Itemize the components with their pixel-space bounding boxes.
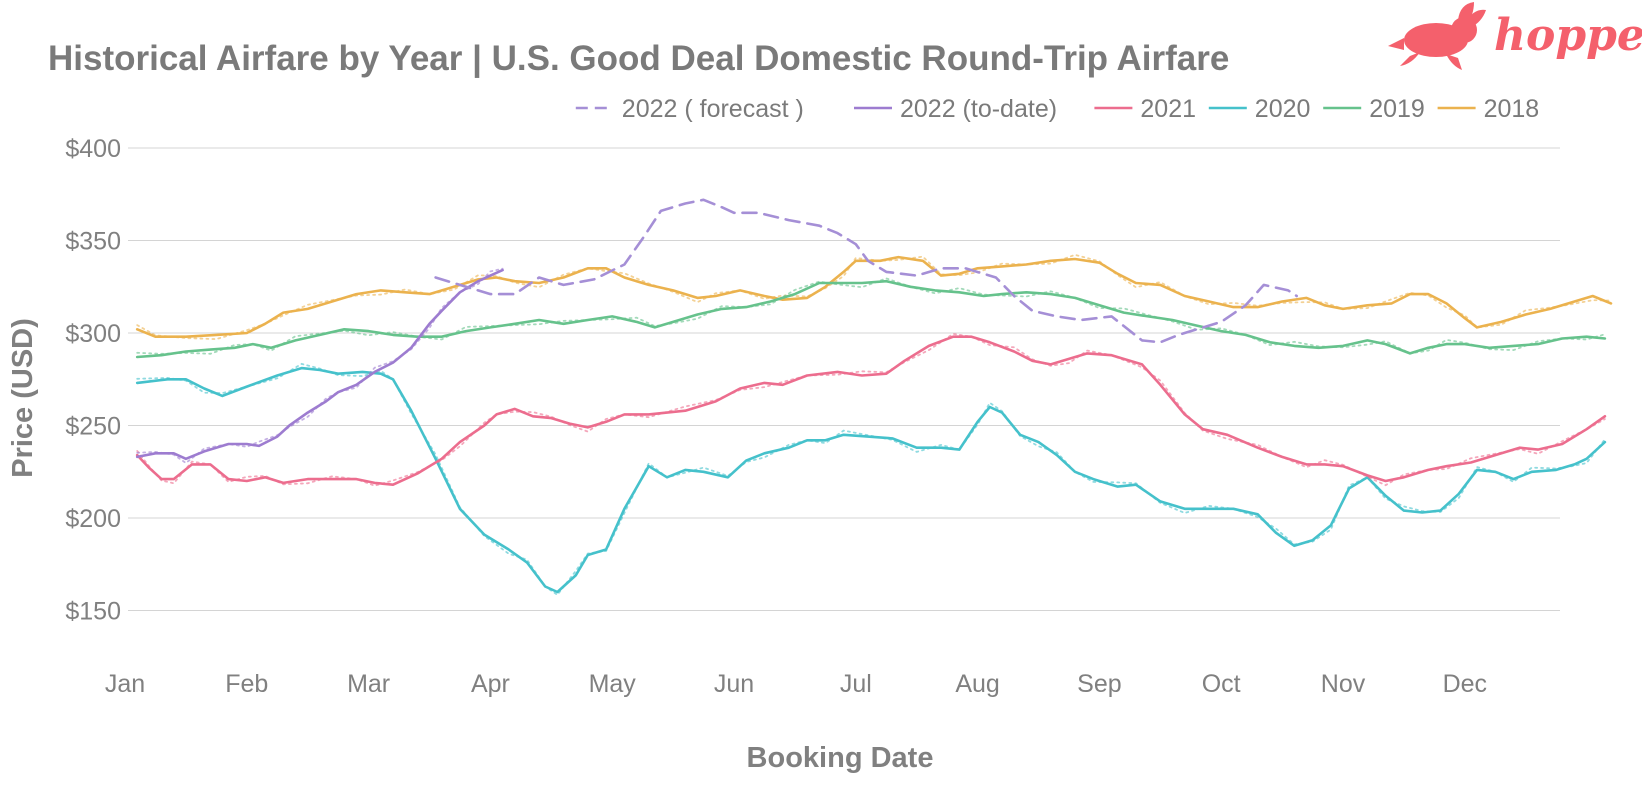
series-raw-2021 (136, 332, 1606, 487)
x-tick-label: Feb (225, 670, 268, 698)
series-line-2018 (135, 255, 1613, 338)
series-raw-2022-to-date (136, 267, 504, 465)
legend-label-2021: 2021 (1140, 95, 1196, 123)
x-tick-label: Oct (1202, 670, 1241, 698)
series-line-2019 (135, 279, 1607, 359)
legend-label-2022-to-date: 2022 (to-date) (900, 95, 1057, 123)
y-tick-label: $150 (65, 598, 121, 626)
y-axis-ticks: $150 $200 $250 $300 $350 $400 (65, 135, 121, 626)
y-tick-label: $300 (65, 320, 121, 348)
y-tick-label: $400 (65, 135, 121, 163)
legend-label-2019: 2019 (1369, 95, 1425, 123)
legend: 2022 ( forecast ) 2022 (to-date) 2021 2020 2… (575, 95, 1540, 123)
x-tick-label: Aug (955, 670, 999, 698)
legend-label-2022-forecast: 2022 ( forecast ) (622, 95, 804, 123)
x-tick-label: Sep (1077, 670, 1121, 698)
legend-label-2018: 2018 (1484, 95, 1540, 123)
x-axis-title: Booking Date (747, 742, 934, 774)
x-tick-label: Jun (714, 670, 754, 698)
series-line-2021 (135, 335, 1607, 486)
x-tick-label: Jan (105, 670, 145, 698)
series-line-2020 (135, 366, 1607, 594)
x-tick-label: Jul (840, 670, 872, 698)
x-tick-label: Nov (1321, 670, 1366, 698)
series-line-2022-to-date (135, 268, 504, 461)
hopper-logo: hopper (1388, 2, 1642, 70)
x-tick-label: May (589, 670, 637, 698)
y-tick-label: $250 (65, 413, 121, 441)
y-axis-title: Price (USD) (7, 318, 39, 478)
x-tick-label: Dec (1443, 670, 1487, 698)
chart-title: Historical Airfare by Year | U.S. Good D… (48, 39, 1229, 78)
legend-label-2020: 2020 (1255, 95, 1311, 123)
x-tick-label: Apr (471, 670, 510, 698)
y-tick-label: $350 (65, 228, 121, 256)
bunny-icon (1388, 2, 1486, 70)
series-lines (135, 198, 1613, 597)
series-line-2022-forecast (434, 198, 1298, 344)
series-raw-2018 (136, 253, 1612, 341)
grid (128, 147, 1560, 611)
x-tick-label: Mar (347, 670, 390, 698)
y-tick-label: $200 (65, 505, 121, 533)
series-raw-2019 (136, 277, 1606, 355)
x-axis-ticks: Jan Feb Mar Apr May Jun Jul Aug Sep Oct Nov Dec (105, 670, 1487, 698)
brand-name: hopper (1494, 10, 1642, 61)
